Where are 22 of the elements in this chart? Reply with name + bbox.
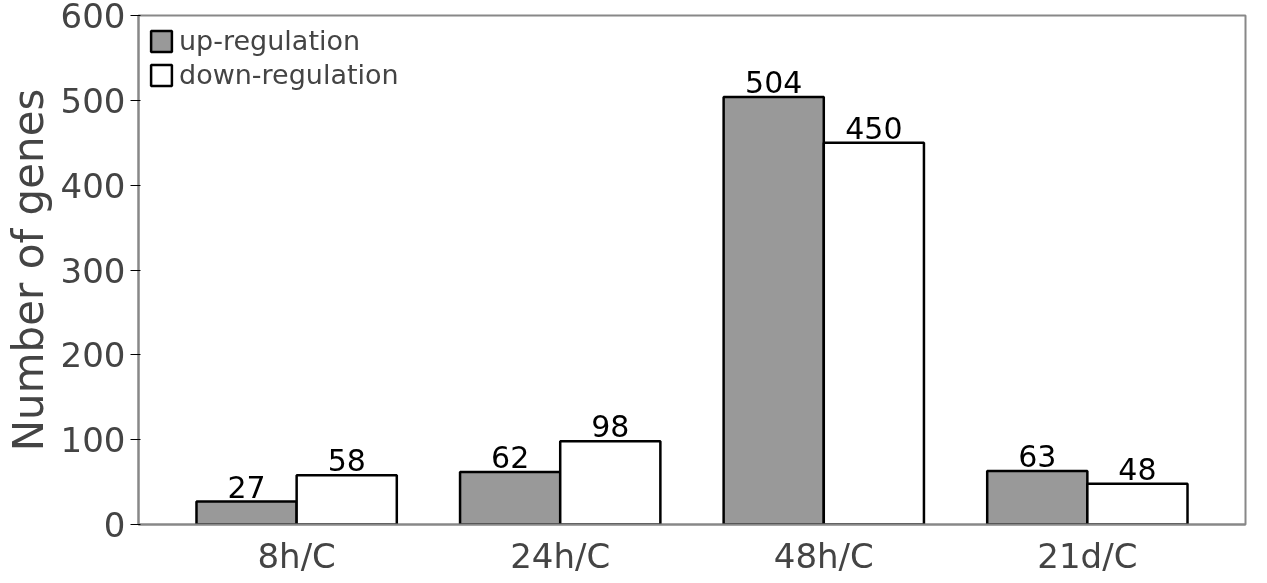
data-label: 62 — [491, 439, 530, 475]
y-tick-label: 0 — [103, 505, 126, 545]
data-label: 504 — [745, 64, 803, 100]
data-label: 48 — [1118, 451, 1157, 487]
y-tick-label: 400 — [60, 165, 126, 206]
y-tick-label: 100 — [60, 420, 126, 461]
y-tick-label: 300 — [60, 250, 126, 291]
legend-label: up-regulation — [179, 25, 361, 56]
data-label: 63 — [1018, 439, 1057, 475]
x-tick-label: 8h/C — [257, 535, 336, 576]
x-tick-label: 24h/C — [510, 535, 611, 576]
y-axis-title: Number of genes — [3, 88, 53, 452]
data-label: 58 — [327, 443, 366, 479]
data-label: 450 — [845, 110, 903, 146]
x-tick-label: 48h/C — [773, 535, 874, 576]
y-tick-label: 500 — [60, 80, 126, 121]
y-tick-label: 600 — [60, 0, 126, 36]
legend-label: down-regulation — [179, 59, 399, 90]
data-label: 98 — [591, 409, 630, 445]
y-tick-label: 200 — [60, 335, 126, 376]
x-tick-label: 21d/C — [1037, 535, 1138, 576]
data-label: 27 — [227, 469, 266, 505]
